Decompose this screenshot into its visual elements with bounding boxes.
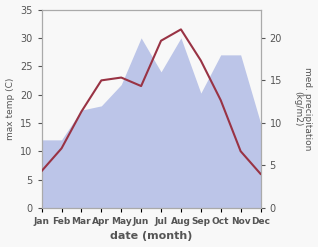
X-axis label: date (month): date (month) <box>110 231 192 242</box>
Y-axis label: med. precipitation
(kg/m2): med. precipitation (kg/m2) <box>293 67 313 150</box>
Y-axis label: max temp (C): max temp (C) <box>5 78 15 140</box>
